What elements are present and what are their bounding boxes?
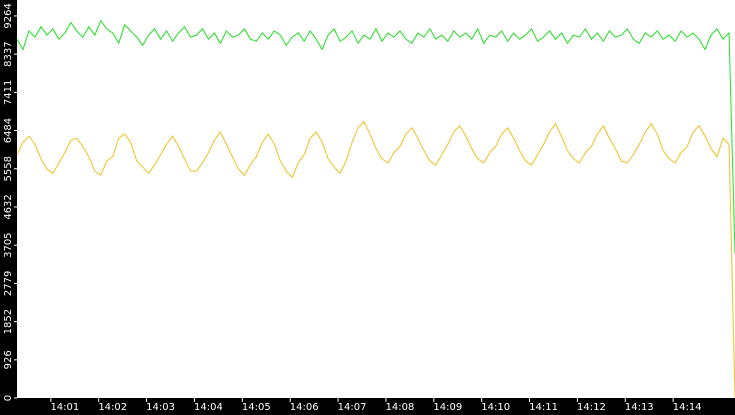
y-tick-label: 2779 [3, 271, 14, 296]
series-line [16, 19, 735, 254]
y-tick-label: 3705 [3, 232, 14, 257]
x-tick-label: 14:10 [481, 402, 510, 413]
y-tick-label: 0 [3, 395, 14, 401]
y-tick-label: 6484 [3, 118, 14, 143]
x-axis-band [0, 398, 735, 415]
x-tick-label: 14:13 [625, 402, 654, 413]
x-tick-label: 14:03 [146, 402, 175, 413]
x-tick-label: 14:06 [290, 402, 319, 413]
x-tick-label: 14:04 [194, 402, 223, 413]
y-tick-label: 926 [3, 350, 14, 369]
x-tick-label: 14:12 [577, 402, 606, 413]
x-tick-label: 14:11 [529, 402, 558, 413]
y-tick-label: 4632 [3, 194, 14, 219]
y-tick-label: 5558 [3, 156, 14, 181]
y-tick-label: 8337 [3, 41, 14, 66]
series-line [16, 120, 735, 399]
x-tick-label: 14:01 [50, 402, 79, 413]
y-tick-label: 9264 [3, 3, 14, 28]
y-tick-label: 7411 [3, 80, 14, 105]
x-tick-label: 14:14 [673, 402, 702, 413]
x-tick-label: 14:05 [242, 402, 271, 413]
x-tick-label: 14:02 [98, 402, 127, 413]
x-tick-label: 14:09 [433, 402, 462, 413]
y-tick-label: 1852 [3, 309, 14, 334]
y-axis-band [0, 0, 17, 415]
x-tick-label: 14:07 [338, 402, 367, 413]
x-tick-label: 14:08 [386, 402, 415, 413]
